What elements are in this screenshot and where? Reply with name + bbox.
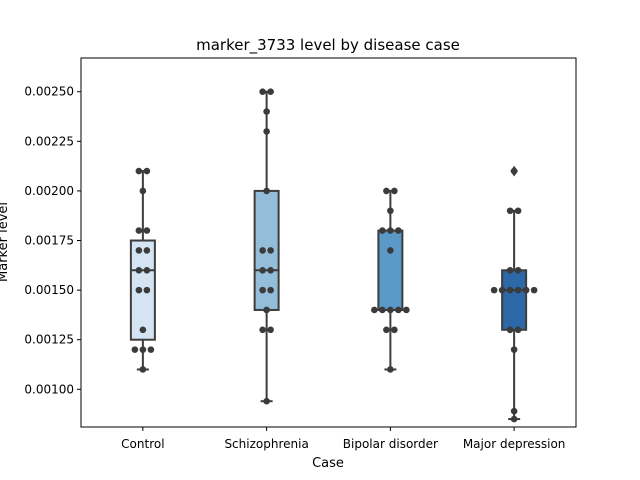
data-point [143, 286, 151, 294]
data-point [391, 187, 398, 195]
data-point [135, 286, 143, 294]
data-point [387, 207, 394, 215]
data-point [387, 227, 394, 234]
chart-title: marker_3733 level by disease case [196, 36, 460, 55]
data-point [131, 346, 139, 353]
box [129, 239, 156, 341]
data-point [490, 286, 498, 294]
data-point [530, 286, 538, 294]
data-point [514, 326, 522, 334]
data-point [143, 227, 151, 234]
data-point [259, 266, 266, 274]
y-tick-label: 0.00175 [24, 234, 74, 248]
data-point [387, 306, 394, 314]
data-point [514, 286, 522, 294]
data-point [510, 167, 518, 175]
data-point [514, 266, 522, 274]
data-point [147, 346, 155, 353]
data-point [506, 286, 514, 294]
data-point [143, 266, 151, 274]
data-point [267, 247, 274, 254]
data-point [263, 306, 270, 314]
box-group [129, 167, 156, 373]
data-point [259, 326, 266, 334]
data-point [135, 227, 143, 234]
box [501, 269, 528, 331]
data-point [379, 306, 386, 314]
data-point [139, 187, 147, 195]
box-group [371, 187, 410, 373]
data-point [267, 266, 274, 274]
data-point [139, 326, 147, 334]
y-tick-label: 0.00125 [24, 333, 74, 347]
data-point [506, 266, 514, 274]
x-tick-label: Control [121, 437, 164, 451]
data-point [387, 366, 394, 373]
data-point [267, 326, 274, 334]
data-point [263, 108, 270, 115]
data-point [263, 128, 270, 135]
y-axis-label: Marker level [0, 202, 11, 282]
data-point [371, 306, 378, 314]
data-point [506, 207, 514, 215]
data-point [510, 346, 518, 353]
data-point [379, 227, 386, 234]
data-point [259, 247, 266, 254]
data-point [395, 306, 402, 314]
data-point [387, 247, 394, 254]
data-point [267, 286, 274, 294]
y-tick-label: 0.00100 [24, 382, 74, 396]
data-point [506, 326, 514, 334]
box [377, 229, 404, 311]
data-point [498, 286, 506, 294]
plot-area [129, 88, 538, 423]
data-point [263, 187, 270, 195]
x-axis: Control Schizophrenia Bipolar disorder Majo… [121, 427, 565, 451]
box-group [253, 88, 280, 405]
data-point [510, 407, 518, 415]
data-point [514, 207, 522, 215]
y-tick-label: 0.00200 [24, 184, 74, 198]
x-axis-label: Case [312, 456, 344, 471]
data-point [522, 286, 530, 294]
data-point [259, 88, 266, 96]
data-point [259, 286, 266, 294]
data-point [267, 88, 274, 96]
data-point [143, 247, 151, 254]
data-point [143, 167, 151, 175]
x-tick-label: Major depression [463, 437, 566, 451]
box [253, 189, 280, 311]
data-point [403, 306, 410, 314]
data-point [395, 227, 402, 234]
data-point [139, 346, 147, 353]
data-point [510, 415, 518, 423]
data-point [139, 366, 147, 373]
data-point [383, 187, 390, 195]
data-point [135, 247, 143, 254]
box-group [490, 165, 538, 423]
x-tick-label: Schizophrenia [224, 437, 308, 451]
data-point [135, 266, 143, 274]
data-point [135, 167, 143, 175]
y-axis: 0.00100 0.00125 0.00150 0.00175 0.00200 0.002… [24, 85, 81, 396]
data-point [391, 326, 398, 334]
x-tick-label: Bipolar disorder [343, 437, 438, 451]
y-tick-label: 0.00225 [24, 134, 74, 148]
data-point [263, 397, 270, 405]
y-tick-label: 0.00150 [24, 283, 74, 297]
data-point [383, 326, 390, 334]
y-tick-label: 0.00250 [24, 85, 74, 99]
plot-frame [80, 57, 577, 428]
